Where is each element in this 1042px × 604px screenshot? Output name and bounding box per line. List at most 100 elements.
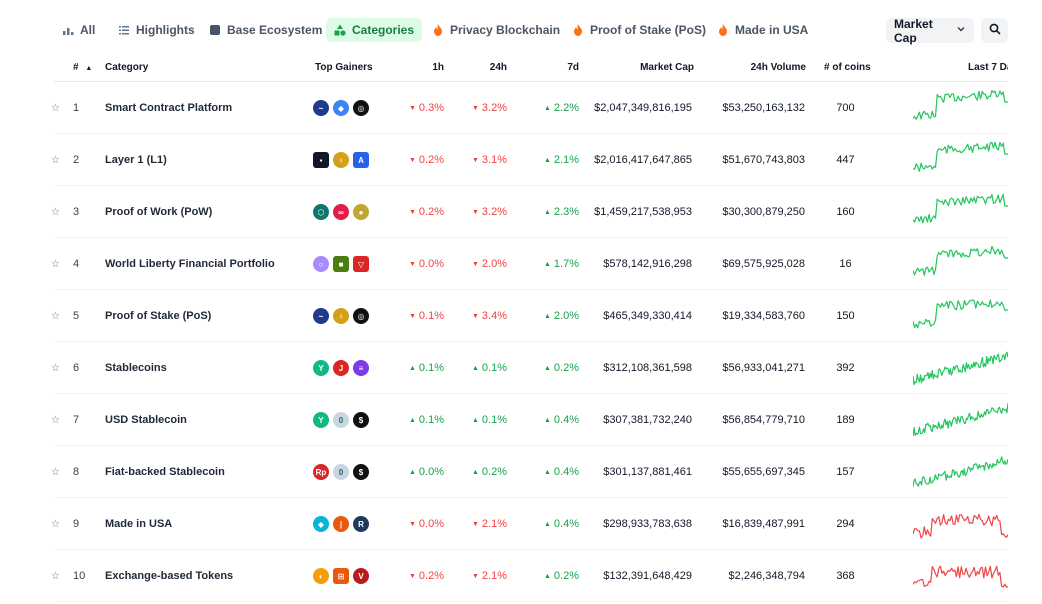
header-top-gainers: Top Gainers (315, 62, 373, 73)
tron-coin-icon[interactable]: ▽ (353, 256, 369, 272)
category-link[interactable]: Exchange-based Tokens (105, 570, 234, 582)
tab-base-ecosystem[interactable]: Base Ecosystem (201, 18, 330, 42)
tab-made-in-usa[interactable]: Made in USA (709, 18, 816, 42)
favorite-star-icon[interactable]: ☆ (51, 414, 60, 426)
doge-coin-icon[interactable]: ● (353, 204, 369, 220)
gold-coin-icon[interactable]: ♀ (333, 152, 349, 168)
teal-y-coin-icon[interactable]: Y (313, 360, 329, 376)
tab-all[interactable]: All (54, 18, 103, 42)
ring-coin-icon[interactable]: ◎ (353, 308, 369, 324)
ens-coin-icon[interactable]: ◆ (333, 100, 349, 116)
caret-down-icon: ▼ (471, 572, 479, 580)
category-link[interactable]: Stablecoins (105, 362, 167, 374)
market-cap-value: $132,391,648,429 (603, 570, 692, 582)
sparkline-7d (913, 554, 1008, 598)
top-gainers-icons: ◆ | R (313, 498, 369, 550)
favorite-star-icon[interactable]: ☆ (51, 570, 60, 582)
teal-y-coin-icon[interactable]: Y (313, 412, 329, 428)
caret-up-icon: ▲ (471, 468, 479, 476)
category-link[interactable]: Smart Contract Platform (105, 102, 233, 114)
header-market-cap[interactable]: Market Cap (640, 62, 694, 73)
favorite-star-icon[interactable]: ☆ (51, 466, 60, 478)
blue-swirl-coin-icon[interactable]: ~ (313, 100, 329, 116)
orange-square-coin-icon[interactable]: ⊞ (333, 568, 349, 584)
caret-down-icon: ▼ (408, 156, 416, 164)
sparkline-7d (913, 502, 1008, 546)
tab-highlights[interactable]: Highlights (110, 18, 203, 42)
header-num-coins[interactable]: # of coins (824, 62, 871, 73)
table-row[interactable]: ☆ 6 Stablecoins Y J ≡ ▲ 0.1% ▲ 0.1% ▲ 0.2%… (51, 342, 1008, 394)
hex-teal-coin-icon[interactable]: ⬡ (313, 204, 329, 220)
tab-privacy-blockchain[interactable]: Privacy Blockchain (424, 18, 568, 42)
header-category[interactable]: Category (105, 62, 149, 73)
usd0-coin-icon[interactable]: 0 (333, 464, 349, 480)
tab-privacy-blockchain-label: Privacy Blockchain (450, 23, 561, 37)
tab-categories[interactable]: Categories (326, 18, 423, 42)
ring-coin-icon[interactable]: ◎ (353, 100, 369, 116)
orange-coin-icon[interactable]: | (333, 516, 349, 532)
cyan-logo-coin-icon[interactable]: ◆ (313, 516, 329, 532)
red-v-coin-icon[interactable]: V (353, 568, 369, 584)
red-j-coin-icon[interactable]: J (333, 360, 349, 376)
ena-coin-icon[interactable]: ≡ (353, 360, 369, 376)
table-row[interactable]: ☆ 1 Smart Contract Platform ~ ◆ ◎ ▼ 0.3% ▼… (51, 82, 1008, 134)
search-button[interactable] (981, 18, 1008, 43)
sort-select[interactable]: Market Cap (886, 17, 974, 45)
h24-change: ▲ 0.2% (471, 466, 507, 478)
navy-r-coin-icon[interactable]: R (353, 516, 369, 532)
caret-up-icon: ▲ (408, 468, 416, 476)
table-row[interactable]: ☆ 2 Layer 1 (L1) ▪ ♀ A ▼ 0.2% ▼ 3.1% ▲ 2.1… (51, 134, 1008, 186)
market-cap-value: $465,349,330,414 (603, 310, 692, 322)
dark-square-coin-icon[interactable]: ▪ (313, 152, 329, 168)
favorite-star-icon[interactable]: ☆ (51, 362, 60, 374)
green-square-coin-icon[interactable]: ■ (333, 256, 349, 272)
header-24h-volume[interactable]: 24h Volume (750, 62, 806, 73)
usd0-coin-icon[interactable]: 0 (333, 412, 349, 428)
table-row[interactable]: ☆ 9 Made in USA ◆ | R ▼ 0.0% ▼ 2.1% ▲ 0.4%… (51, 498, 1008, 550)
table-row[interactable]: ☆ 7 USD Stablecoin Y 0 $ ▲ 0.1% ▲ 0.1% ▲ 0… (51, 394, 1008, 446)
d7-change: ▲ 2.3% (543, 206, 579, 218)
category-link[interactable]: World Liberty Financial Portfolio (105, 258, 275, 270)
category-link[interactable]: Fiat-backed Stablecoin (105, 466, 225, 478)
category-link[interactable]: Layer 1 (L1) (105, 154, 167, 166)
header-24h[interactable]: 24h (489, 62, 507, 73)
header-rank[interactable]: # ▲ (73, 62, 93, 73)
rainbow-coin-icon[interactable]: ◐ (313, 568, 329, 584)
category-link[interactable]: Proof of Stake (PoS) (105, 310, 212, 322)
gold-coin-icon[interactable]: ♀ (333, 308, 349, 324)
h1-change: ▲ 0.1% (408, 414, 444, 426)
tab-proof-of-stake[interactable]: Proof of Stake (PoS) (564, 18, 714, 42)
category-filter-bar: All Highlights Base Ecosystem Categories… (0, 0, 1042, 60)
blue-swirl-coin-icon[interactable]: ~ (313, 308, 329, 324)
purple-ghost-coin-icon[interactable]: ○ (313, 256, 329, 272)
h24-change: ▼ 2.0% (471, 258, 507, 270)
header-1h[interactable]: 1h (432, 62, 444, 73)
table-row[interactable]: ☆ 8 Fiat-backed Stablecoin Rp 0 $ ▲ 0.0% ▲… (51, 446, 1008, 498)
coin-count: 447 (836, 154, 855, 166)
infinity-pink-coin-icon[interactable]: ∞ (333, 204, 349, 220)
rp-red-coin-icon[interactable]: Rp (313, 464, 329, 480)
caret-down-icon: ▼ (471, 156, 479, 164)
table-body: ☆ 1 Smart Contract Platform ~ ◆ ◎ ▼ 0.3% ▼… (0, 82, 1042, 602)
header-7d[interactable]: 7d (567, 62, 579, 73)
arrow-blue-coin-icon[interactable]: A (353, 152, 369, 168)
favorite-star-icon[interactable]: ☆ (51, 206, 60, 218)
category-link[interactable]: Made in USA (105, 518, 173, 530)
favorite-star-icon[interactable]: ☆ (51, 258, 60, 270)
dollar-black-coin-icon[interactable]: $ (353, 412, 369, 428)
table-row[interactable]: ☆ 5 Proof of Stake (PoS) ~ ♀ ◎ ▼ 0.1% ▼ 3.… (51, 290, 1008, 342)
table-row[interactable]: ☆ 3 Proof of Work (PoW) ⬡ ∞ ● ▼ 0.2% ▼ 3.2… (51, 186, 1008, 238)
h24-change: ▼ 3.2% (471, 206, 507, 218)
row-rank: 9 (73, 518, 80, 530)
row-rank: 3 (73, 206, 80, 218)
h1-change: ▲ 0.1% (408, 362, 444, 374)
dollar-black-coin-icon[interactable]: $ (353, 464, 369, 480)
category-link[interactable]: Proof of Work (PoW) (105, 206, 213, 218)
table-row[interactable]: ☆ 10 Exchange-based Tokens ◐ ⊞ V ▼ 0.2% ▼ … (51, 550, 1008, 602)
favorite-star-icon[interactable]: ☆ (51, 154, 60, 166)
category-link[interactable]: USD Stablecoin (105, 414, 187, 426)
favorite-star-icon[interactable]: ☆ (51, 102, 60, 114)
table-row[interactable]: ☆ 4 World Liberty Financial Portfolio ○ ■… (51, 238, 1008, 290)
favorite-star-icon[interactable]: ☆ (51, 518, 60, 530)
favorite-star-icon[interactable]: ☆ (51, 310, 60, 322)
